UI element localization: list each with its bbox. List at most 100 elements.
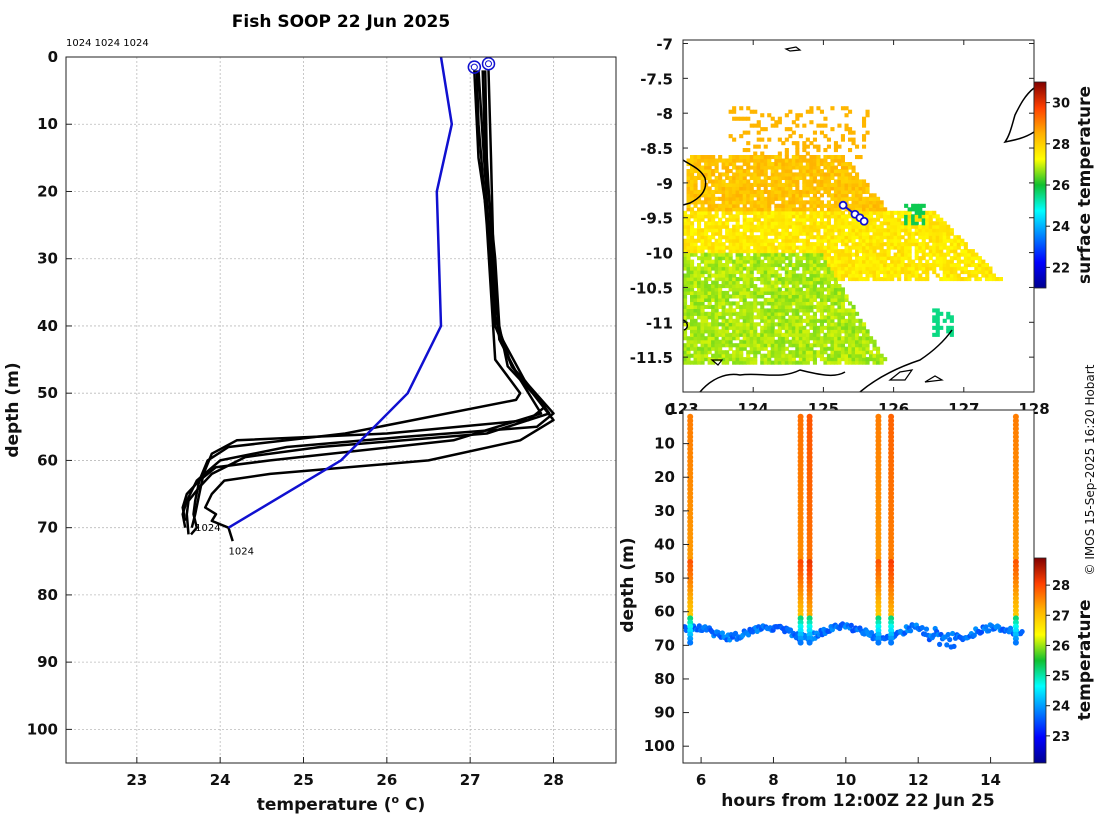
sst-cell xyxy=(872,357,877,362)
sst-cell xyxy=(812,318,817,323)
sst-cell xyxy=(693,182,698,187)
sst-cell xyxy=(756,350,761,355)
sst-cell xyxy=(844,311,849,316)
sst-cell xyxy=(840,301,845,306)
sst-cell xyxy=(830,210,835,215)
sst-cell xyxy=(711,196,716,201)
sst-cell xyxy=(774,297,779,302)
sst-cell xyxy=(798,200,803,205)
sst-cell xyxy=(879,214,884,219)
sst-cell xyxy=(890,256,895,261)
sst-cell xyxy=(700,179,705,184)
sst-cell xyxy=(826,224,831,229)
sst-cell xyxy=(697,277,702,282)
sst-cell xyxy=(753,155,758,160)
sst-cell xyxy=(809,304,814,309)
sst-cell xyxy=(749,311,754,316)
sst-cell xyxy=(788,207,793,212)
sst-cell xyxy=(686,263,691,268)
sst-cell xyxy=(690,169,695,174)
sst-cell xyxy=(725,196,730,201)
sst-cell xyxy=(876,357,881,362)
sst-cell xyxy=(704,186,709,191)
sst-cell xyxy=(774,238,779,243)
sst-cell xyxy=(721,357,726,362)
sst-cell xyxy=(830,186,835,191)
sst-cell xyxy=(981,273,986,278)
sst-cell xyxy=(760,311,765,316)
sst-cell xyxy=(984,277,989,282)
sst-cell xyxy=(763,308,768,313)
sst-cell xyxy=(763,242,768,247)
sst-cell xyxy=(802,189,807,194)
sst-cell xyxy=(851,277,856,282)
sst-cell xyxy=(718,238,723,243)
sst-cell xyxy=(735,336,740,341)
sst-cell xyxy=(840,165,845,170)
sst-cell xyxy=(798,280,803,285)
sst-cell xyxy=(693,203,698,208)
section-point xyxy=(687,579,694,586)
sst-cell xyxy=(805,339,810,344)
sst-cell xyxy=(798,315,803,320)
sst-cell xyxy=(862,252,867,257)
sst-cell xyxy=(872,353,877,358)
sst-cell xyxy=(911,217,916,222)
sst-cell xyxy=(767,189,772,194)
sst-cell xyxy=(711,242,716,247)
section-point xyxy=(797,591,804,598)
sst-cell xyxy=(742,169,747,174)
sst-cell xyxy=(788,350,793,355)
sst-cell xyxy=(735,221,740,226)
sst-cell xyxy=(837,308,842,313)
sst-cell xyxy=(760,238,765,243)
sst-cell xyxy=(746,217,751,222)
sst-cell xyxy=(781,245,786,250)
sst-cell xyxy=(714,270,719,275)
sst-cell xyxy=(767,360,772,365)
sst-cell xyxy=(781,141,786,146)
sst-cell xyxy=(858,189,863,194)
sst-cell xyxy=(865,200,870,205)
sst-cell xyxy=(777,280,782,285)
sst-cell xyxy=(855,249,860,254)
sst-cell xyxy=(833,148,838,153)
sst-cell xyxy=(791,221,796,226)
section-point xyxy=(687,615,694,622)
sst-cell xyxy=(777,301,782,306)
sst-cell xyxy=(683,294,688,299)
figure-title: Fish SOOP 22 Jun 2025 xyxy=(232,12,450,32)
sst-cell xyxy=(862,353,867,358)
sst-cell xyxy=(700,249,705,254)
sst-cell xyxy=(812,155,817,160)
sst-cell xyxy=(788,158,793,163)
sst-cell xyxy=(826,336,831,341)
sst-cell xyxy=(932,245,937,250)
sst-cell xyxy=(939,221,944,226)
section-x-ticks: 6 8 10 12 14 xyxy=(696,757,1001,789)
sst-cell xyxy=(798,294,803,299)
sst-cell xyxy=(707,325,712,330)
sst-cell xyxy=(862,203,867,208)
sst-cell xyxy=(711,249,716,254)
sst-cell xyxy=(690,280,695,285)
sst-cell xyxy=(714,353,719,358)
sst-cell xyxy=(746,189,751,194)
map-y-tick-label: -8.5 xyxy=(640,140,673,158)
sst-cell xyxy=(725,277,730,282)
sst-cell xyxy=(767,339,772,344)
sst-cell xyxy=(777,214,782,219)
sst-cell xyxy=(872,231,877,236)
sst-cell xyxy=(721,263,726,268)
sst-cell xyxy=(844,189,849,194)
sst-cell xyxy=(812,297,817,302)
sst-cell xyxy=(784,287,789,292)
sst-cell xyxy=(774,290,779,295)
sst-cell xyxy=(925,231,930,236)
sst-cell xyxy=(837,193,842,198)
sst-cell xyxy=(862,116,867,121)
sst-cell xyxy=(756,290,761,295)
sst-cell xyxy=(756,263,761,268)
sst-cell xyxy=(781,169,786,174)
sst-cell xyxy=(844,357,849,362)
